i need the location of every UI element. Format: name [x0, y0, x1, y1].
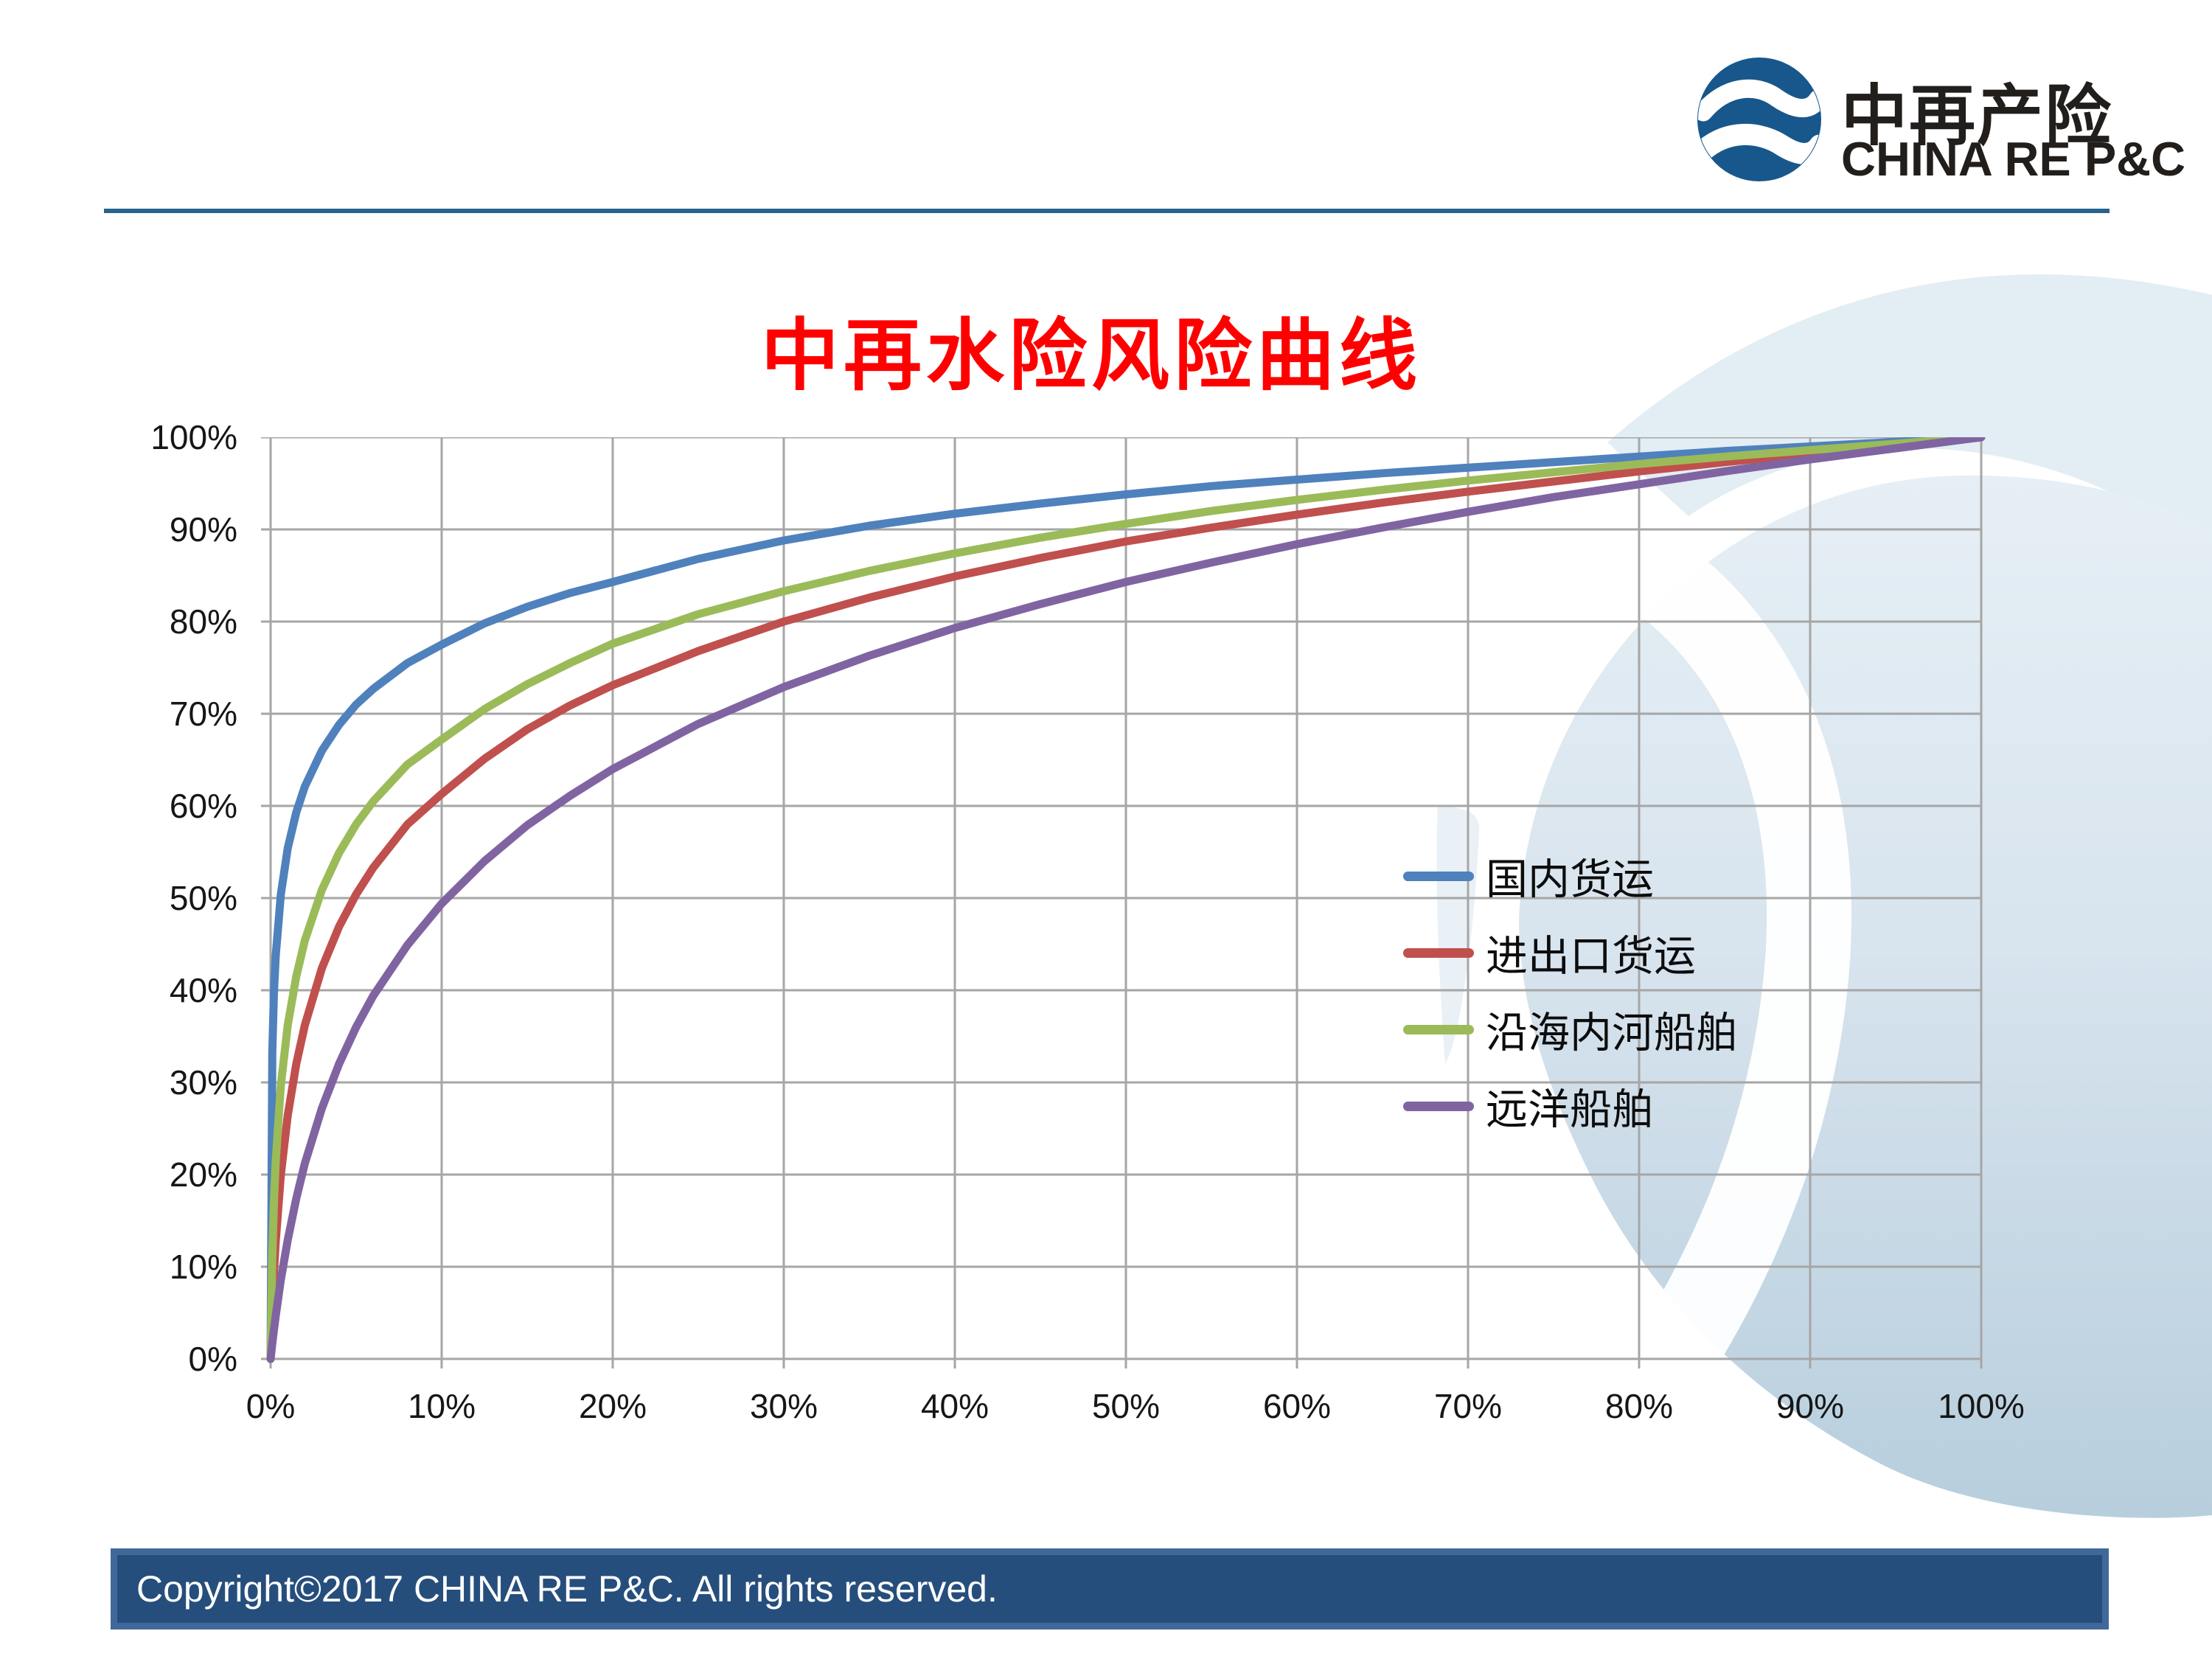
legend-label: 沿海内河船舶 [1486, 1010, 1738, 1057]
legend-item: 远洋船舶 [1403, 1068, 1738, 1144]
x-axis-label: 80% [1604, 1387, 1674, 1425]
y-axis-label: 0% [188, 1340, 237, 1378]
legend-label: 远洋船舶 [1486, 1087, 1654, 1133]
y-axis-label: 60% [169, 787, 237, 825]
copyright-text: Copyright©2017 CHINA RE P&C. All rights … [136, 1568, 998, 1610]
y-axis-label: 80% [169, 602, 237, 641]
y-axis-label: 30% [169, 1063, 237, 1102]
x-axis-label: 10% [407, 1387, 476, 1425]
x-axis-label: 90% [1775, 1387, 1845, 1425]
y-axis-label: 50% [169, 879, 237, 917]
company-logo-wave-sphere-icon [1697, 58, 1821, 181]
legend-item: 沿海内河船舶 [1403, 991, 1738, 1068]
x-axis-label: 50% [1091, 1387, 1161, 1425]
legend-line-swatch [1403, 947, 1474, 958]
y-axis-label: 100% [150, 418, 237, 456]
y-axis-label: 40% [169, 971, 237, 1009]
legend-line-swatch [1403, 1024, 1474, 1034]
x-axis-label: 60% [1262, 1387, 1332, 1425]
legend-item: 进出口货运 [1403, 914, 1738, 991]
y-axis-label: 90% [169, 510, 237, 549]
legend-item: 国内货运 [1403, 838, 1738, 914]
y-axis-label: 10% [169, 1248, 237, 1286]
footer-bar: Copyright©2017 CHINA RE P&C. All rights … [111, 1548, 2109, 1630]
legend-label: 国内货运 [1486, 857, 1654, 903]
chart-plot-area [261, 437, 1986, 1368]
legend-line-swatch [1403, 871, 1474, 881]
x-axis-label: 40% [920, 1387, 990, 1425]
company-name-english: CHINA RE P&C [1841, 132, 2186, 186]
x-axis-label: 30% [749, 1387, 818, 1425]
x-axis-label: 0% [246, 1387, 296, 1425]
chart-legend: 国内货运 进出口货运 沿海内河船舶 远洋船舶 [1403, 838, 1738, 1144]
y-axis-label: 20% [169, 1155, 237, 1194]
legend-label: 进出口货运 [1486, 933, 1696, 980]
header-divider-line [104, 209, 2110, 213]
y-axis-label: 70% [169, 695, 237, 733]
legend-line-swatch [1403, 1101, 1474, 1111]
x-axis-label: 100% [1938, 1387, 2025, 1425]
x-axis-label: 70% [1433, 1387, 1503, 1425]
page-title: 中再水险风险曲线 [761, 313, 1422, 400]
x-axis-label: 20% [578, 1387, 647, 1425]
company-name-chinese: 中再产险 [1841, 80, 2112, 153]
